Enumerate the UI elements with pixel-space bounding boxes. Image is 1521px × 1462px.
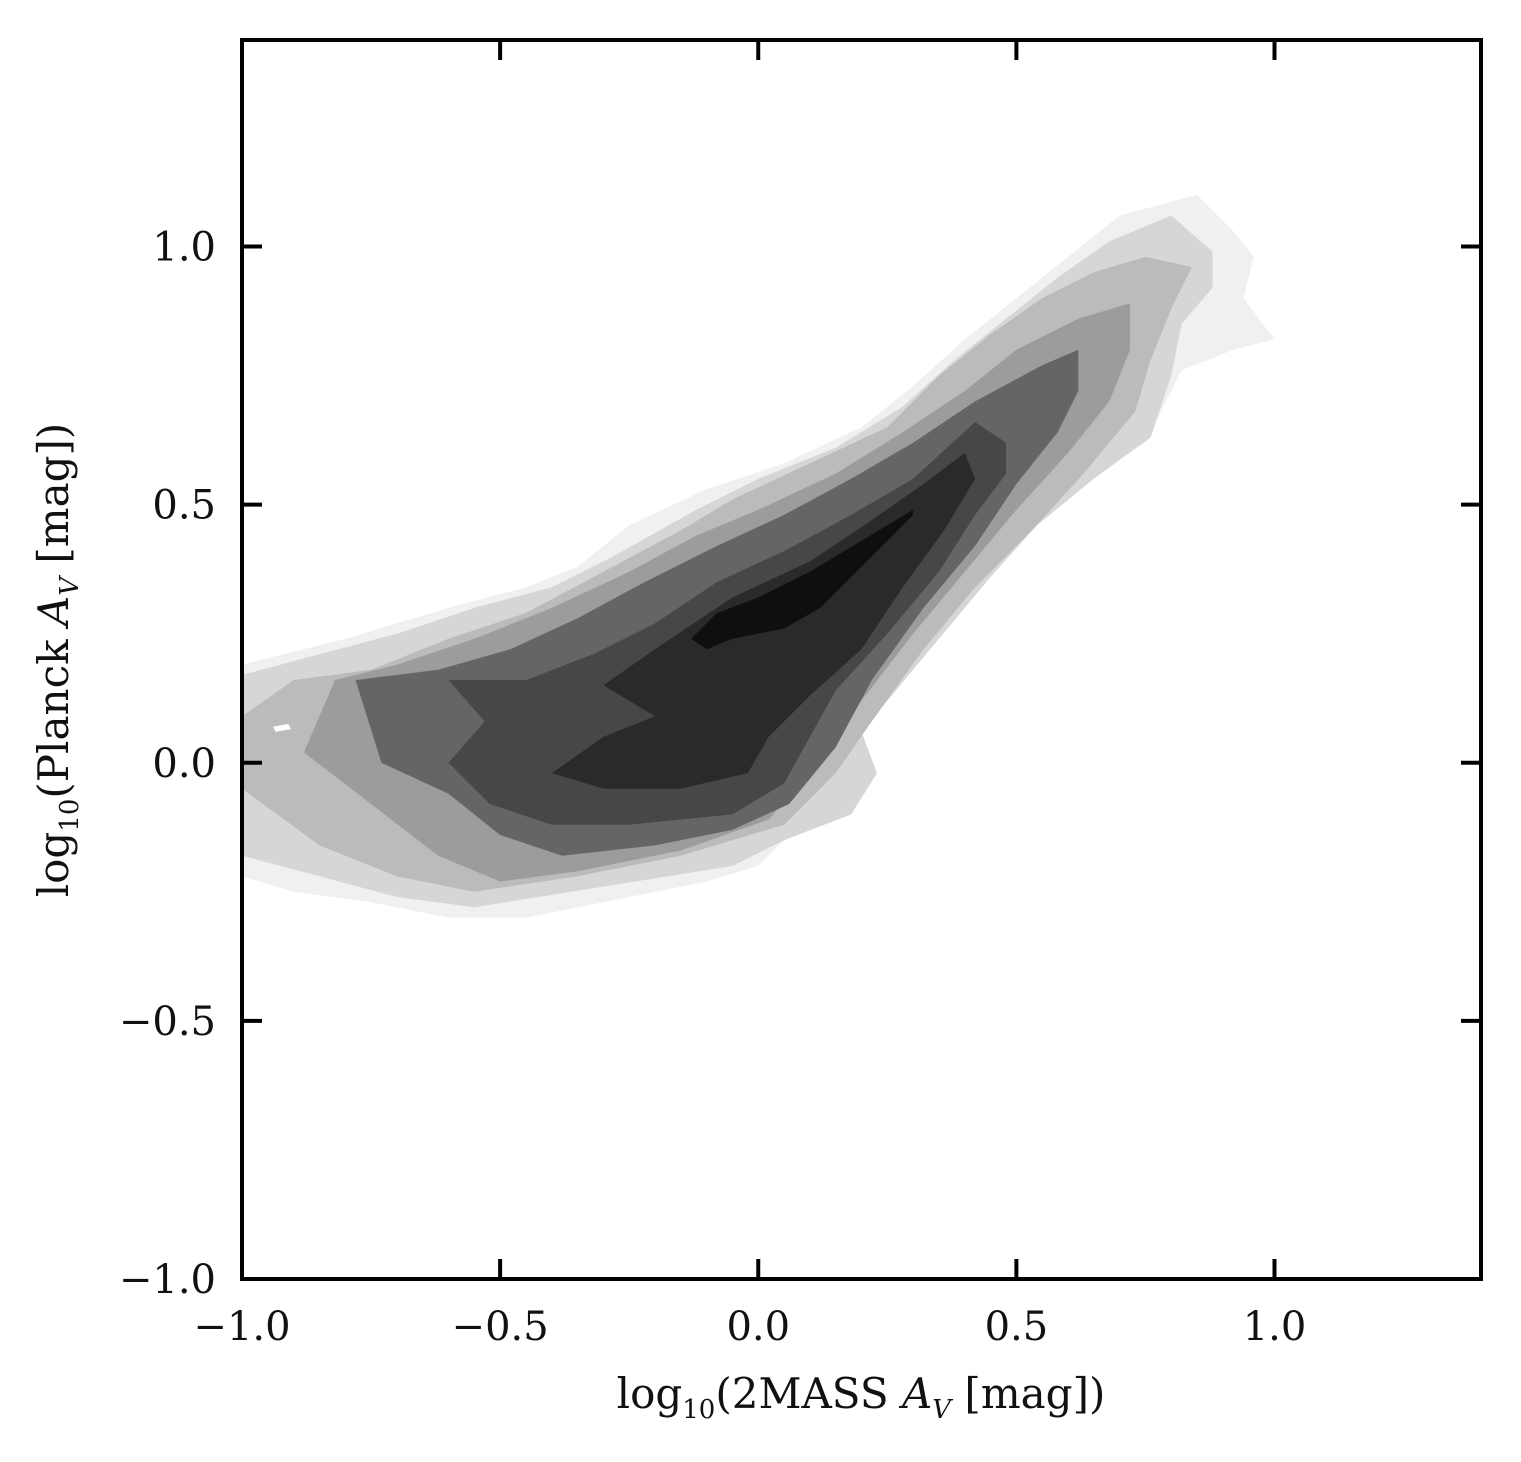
y-tick-label: 0.5 bbox=[152, 483, 216, 529]
y-tick-label: −1.0 bbox=[119, 1257, 216, 1303]
y-tick-label: 0.0 bbox=[152, 741, 216, 787]
x-tick-label: 0.0 bbox=[726, 1304, 790, 1350]
contour-levels bbox=[242, 194, 1275, 918]
axis-ticks bbox=[242, 40, 1481, 1279]
tick-labels: −1.0 −0.5 0.0 0.5 1.0 −1.0 −0.5 0.0 0.5 1.0 bbox=[119, 225, 1306, 1351]
x-tick-label: −1.0 bbox=[193, 1304, 290, 1350]
contour-level-8 bbox=[691, 509, 914, 650]
x-tick-label: −0.5 bbox=[452, 1304, 549, 1350]
y-tick-label: −0.5 bbox=[119, 999, 216, 1045]
contour-hole-1 bbox=[273, 724, 291, 732]
plot-frame bbox=[240, 38, 1483, 1281]
x-axis-title: log10(2MASS AV [mag]) bbox=[617, 1369, 1106, 1425]
y-tick-label: 1.0 bbox=[152, 225, 216, 271]
x-tick-label: 0.5 bbox=[985, 1304, 1049, 1350]
y-axis-title: log10(Planck AV [mag]) bbox=[29, 423, 85, 898]
x-tick-label: 1.0 bbox=[1243, 1304, 1307, 1350]
